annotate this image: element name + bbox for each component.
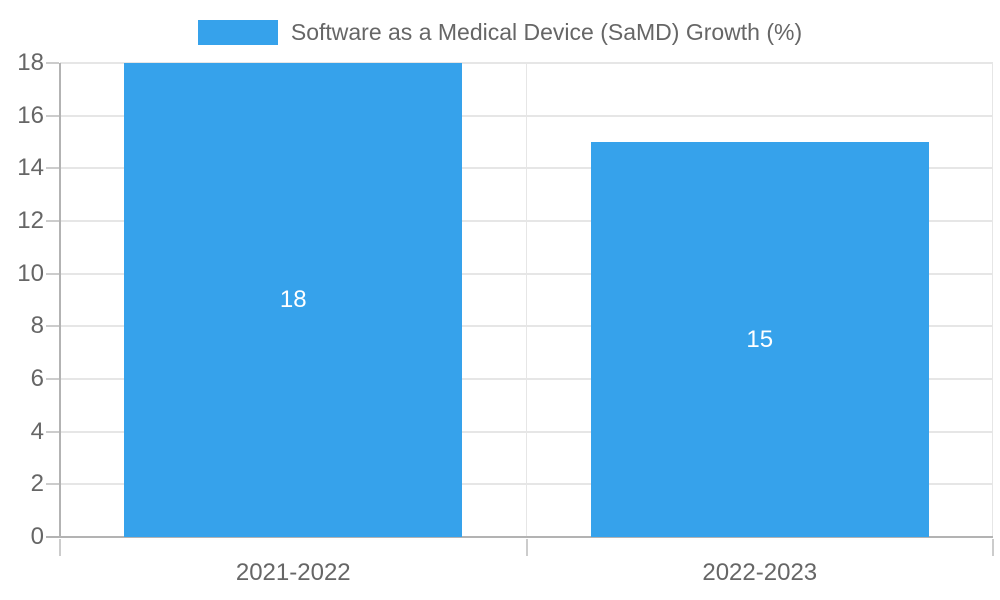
y-axis-tick [46,272,59,275]
gridline [60,430,993,433]
x-axis-tick [59,539,61,556]
y-axis-tick [46,167,59,170]
bar[interactable] [590,142,929,537]
y-axis-tick-label: 8 [30,312,44,340]
bar[interactable] [124,63,463,537]
x-axis-baseline [46,536,993,538]
x-gridline [992,63,993,537]
y-axis-tick [46,325,59,328]
y-axis-tick-label: 2 [30,470,44,498]
y-axis-tick-label: 18 [17,49,44,76]
y-axis-tick-label: 10 [17,259,44,287]
y-axis-tick [46,430,59,433]
bar-value-label: 15 [746,325,774,353]
gridline [60,378,993,380]
y-axis-tick-label: 4 [30,417,44,445]
y-axis-tick-label: 6 [30,365,44,392]
y-axis-tick-label: 12 [17,207,44,234]
legend-swatch [197,20,278,45]
y-axis-tick-label: 14 [17,154,44,182]
x-axis-tick [992,539,994,556]
gridline [60,62,993,64]
legend-label: Software as a Medical Device (SaMD) Grow… [290,19,803,45]
y-axis-tick [46,220,59,222]
y-axis-tick-label: 0 [30,523,44,550]
x-gridline [525,63,527,537]
y-axis-tick [46,483,59,486]
x-axis-tick [525,539,528,556]
y-axis-tick-label: 16 [17,101,44,129]
x-axis-category-label: 2021-2022 [235,559,351,586]
y-axis-line [59,63,61,537]
chart-legend: Software as a Medical Device (SaMD) Grow… [0,19,1000,46]
x-axis-category-label: 2022-2023 [702,559,818,586]
y-axis-tick [46,114,59,117]
gridline [60,325,993,328]
y-axis-tick [46,378,59,380]
gridline [60,167,993,170]
bar-value-label: 18 [279,286,307,313]
gridline [60,114,993,117]
gridline [60,272,993,275]
y-axis-tick [46,62,59,64]
gridline [60,483,993,486]
gridline [60,220,993,222]
